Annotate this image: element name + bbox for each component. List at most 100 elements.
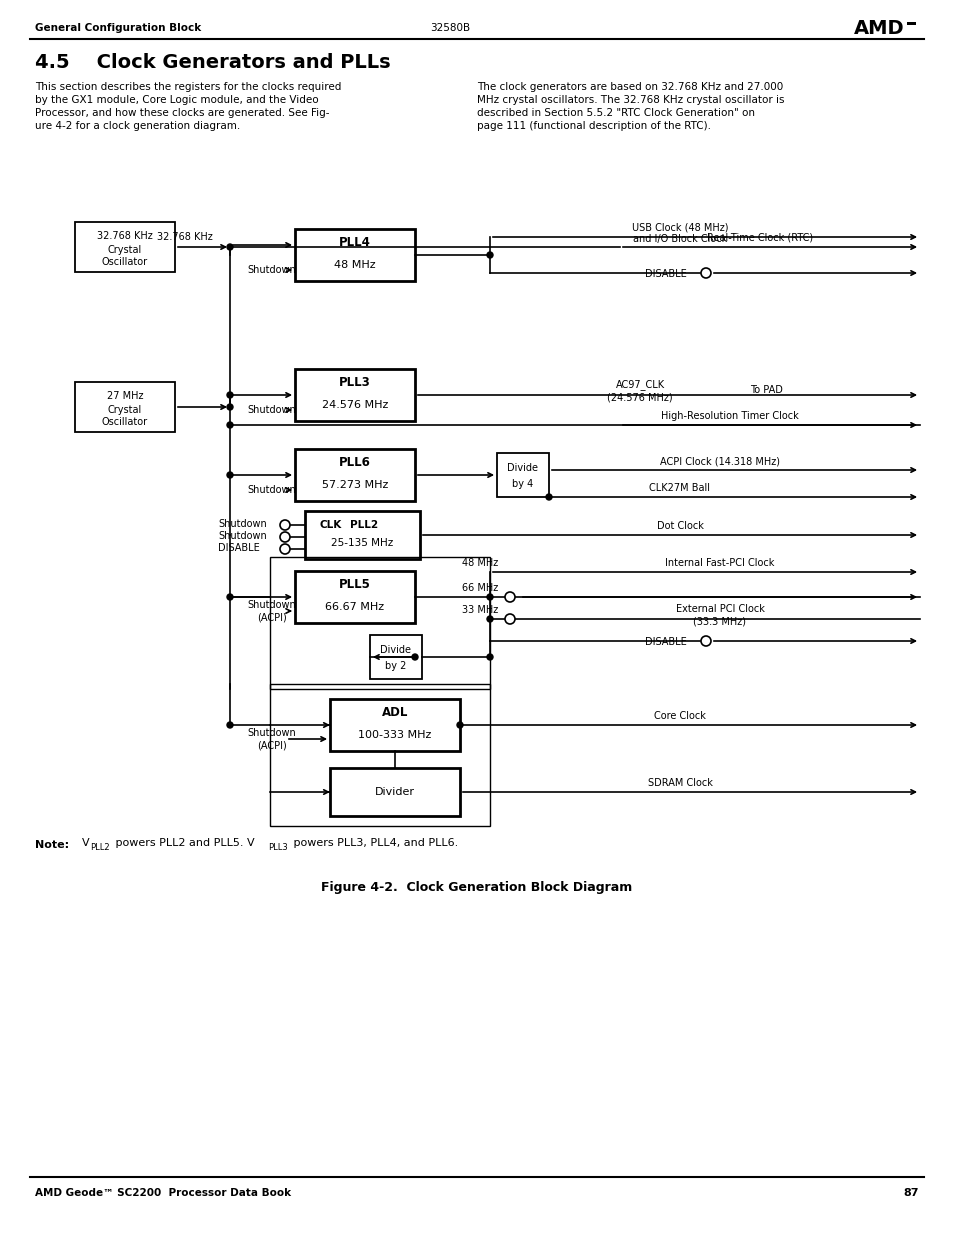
Bar bbox=[75, 222, 174, 272]
Text: Dot Clock: Dot Clock bbox=[656, 521, 702, 531]
Text: General Configuration Block: General Configuration Block bbox=[35, 23, 201, 33]
Text: ACPI Clock (14.318 MHz): ACPI Clock (14.318 MHz) bbox=[659, 456, 780, 466]
Text: 4.5    Clock Generators and PLLs: 4.5 Clock Generators and PLLs bbox=[35, 53, 390, 73]
Text: 66 MHz: 66 MHz bbox=[461, 583, 497, 593]
Text: powers PLL3, PLL4, and PLL6.: powers PLL3, PLL4, and PLL6. bbox=[290, 839, 457, 848]
Text: Figure 4-2.  Clock Generation Block Diagram: Figure 4-2. Clock Generation Block Diagr… bbox=[321, 881, 632, 893]
Circle shape bbox=[486, 252, 493, 258]
Text: AMD Geode™ SC2200  Processor Data Book: AMD Geode™ SC2200 Processor Data Book bbox=[35, 1188, 291, 1198]
Circle shape bbox=[280, 532, 290, 542]
Text: 66.67 MHz: 66.67 MHz bbox=[325, 601, 384, 613]
Circle shape bbox=[486, 594, 493, 600]
Text: PLL2: PLL2 bbox=[90, 844, 110, 852]
Polygon shape bbox=[906, 22, 915, 25]
Text: High-Resolution Timer Clock: High-Resolution Timer Clock bbox=[660, 411, 798, 421]
Text: Shutdown: Shutdown bbox=[247, 727, 295, 739]
Bar bbox=[330, 699, 459, 751]
Text: PLL6: PLL6 bbox=[338, 457, 371, 469]
Circle shape bbox=[227, 422, 233, 429]
Text: PLL4: PLL4 bbox=[338, 236, 371, 249]
Text: MHz crystal oscillators. The 32.768 KHz crystal oscillator is: MHz crystal oscillators. The 32.768 KHz … bbox=[476, 95, 783, 105]
Text: by 2: by 2 bbox=[385, 661, 406, 671]
Text: 32.768 KHz: 32.768 KHz bbox=[97, 231, 152, 241]
Circle shape bbox=[700, 636, 710, 646]
Text: Divide: Divide bbox=[507, 463, 537, 473]
Bar bbox=[294, 450, 415, 501]
Text: Note:: Note: bbox=[35, 840, 69, 850]
Circle shape bbox=[486, 655, 493, 659]
Bar bbox=[330, 768, 459, 816]
Text: (33.3 MHz): (33.3 MHz) bbox=[693, 616, 745, 626]
Text: 48 MHz: 48 MHz bbox=[334, 261, 375, 270]
Text: AMD: AMD bbox=[854, 19, 904, 37]
Bar bbox=[270, 557, 490, 689]
Text: 25-135 MHz: 25-135 MHz bbox=[331, 538, 394, 548]
Circle shape bbox=[486, 616, 493, 622]
Text: Core Clock: Core Clock bbox=[654, 711, 705, 721]
Text: To PAD: To PAD bbox=[749, 385, 782, 395]
Text: CLK27M Ball: CLK27M Ball bbox=[649, 483, 710, 493]
Text: ure 4-2 for a clock generation diagram.: ure 4-2 for a clock generation diagram. bbox=[35, 121, 240, 131]
Circle shape bbox=[412, 655, 417, 659]
Text: by the GX1 module, Core Logic module, and the Video: by the GX1 module, Core Logic module, an… bbox=[35, 95, 318, 105]
Bar bbox=[294, 369, 415, 421]
Text: described in Section 5.5.2 "RTC Clock Generation" on: described in Section 5.5.2 "RTC Clock Ge… bbox=[476, 107, 754, 119]
Text: (ACPI): (ACPI) bbox=[256, 740, 287, 750]
Bar bbox=[270, 684, 490, 826]
Text: 27 MHz: 27 MHz bbox=[107, 391, 143, 401]
Text: Crystal: Crystal bbox=[108, 405, 142, 415]
Text: V: V bbox=[82, 839, 90, 848]
Bar bbox=[294, 228, 415, 282]
Circle shape bbox=[504, 614, 515, 624]
Text: Shutdown: Shutdown bbox=[247, 485, 295, 495]
Text: (24.576 MHz): (24.576 MHz) bbox=[606, 393, 672, 403]
Text: 32.768 KHz: 32.768 KHz bbox=[157, 232, 213, 242]
Text: Divider: Divider bbox=[375, 787, 415, 797]
Text: PLL2: PLL2 bbox=[350, 520, 377, 530]
Text: 100-333 MHz: 100-333 MHz bbox=[358, 730, 432, 740]
Text: 87: 87 bbox=[902, 1188, 918, 1198]
Text: USB Clock (48 MHz): USB Clock (48 MHz) bbox=[631, 222, 727, 232]
Text: Crystal: Crystal bbox=[108, 245, 142, 254]
Text: SDRAM Clock: SDRAM Clock bbox=[647, 778, 712, 788]
Bar bbox=[370, 635, 421, 679]
Circle shape bbox=[227, 391, 233, 398]
Circle shape bbox=[227, 245, 233, 249]
Text: DISABLE: DISABLE bbox=[644, 637, 686, 647]
Circle shape bbox=[456, 722, 462, 727]
Text: Real-Time Clock (RTC): Real-Time Clock (RTC) bbox=[706, 233, 812, 243]
Bar bbox=[305, 511, 419, 559]
Text: Processor, and how these clocks are generated. See Fig-: Processor, and how these clocks are gene… bbox=[35, 107, 329, 119]
Text: 24.576 MHz: 24.576 MHz bbox=[321, 400, 388, 410]
Text: Shutdown: Shutdown bbox=[247, 600, 295, 610]
Circle shape bbox=[227, 404, 233, 410]
Text: PLL3: PLL3 bbox=[338, 377, 371, 389]
Text: External PCI Clock: External PCI Clock bbox=[675, 604, 763, 614]
Text: powers PLL2 and PLL5. V: powers PLL2 and PLL5. V bbox=[112, 839, 254, 848]
Circle shape bbox=[227, 594, 233, 600]
Bar bbox=[497, 453, 548, 496]
Bar bbox=[75, 382, 174, 432]
Text: Divide: Divide bbox=[380, 646, 411, 656]
Circle shape bbox=[504, 592, 515, 601]
Text: Shutdown: Shutdown bbox=[218, 519, 267, 529]
Text: This section describes the registers for the clocks required: This section describes the registers for… bbox=[35, 82, 341, 91]
Text: CLK: CLK bbox=[319, 520, 342, 530]
Circle shape bbox=[700, 268, 710, 278]
Circle shape bbox=[280, 543, 290, 555]
Text: AC97_CLK: AC97_CLK bbox=[615, 379, 664, 390]
Circle shape bbox=[227, 472, 233, 478]
Text: Shutdown: Shutdown bbox=[247, 266, 295, 275]
Text: ADL: ADL bbox=[381, 706, 408, 720]
Circle shape bbox=[227, 722, 233, 727]
Circle shape bbox=[545, 494, 552, 500]
Text: (ACPI): (ACPI) bbox=[256, 613, 287, 622]
Bar bbox=[294, 571, 415, 622]
Text: 48 MHz: 48 MHz bbox=[461, 558, 497, 568]
Text: Shutdown: Shutdown bbox=[247, 405, 295, 415]
Text: Oscillator: Oscillator bbox=[102, 257, 148, 267]
Text: Shutdown: Shutdown bbox=[218, 531, 267, 541]
Text: and I/O Block Clock: and I/O Block Clock bbox=[632, 233, 726, 245]
Text: PLL5: PLL5 bbox=[338, 578, 371, 592]
Text: Internal Fast-PCI Clock: Internal Fast-PCI Clock bbox=[664, 558, 774, 568]
